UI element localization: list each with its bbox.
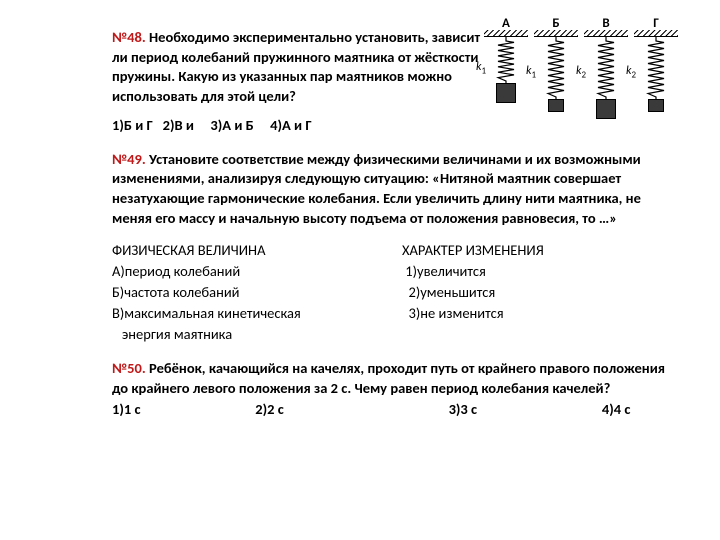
ceiling [534,30,578,37]
q49-block: №49. Установите соответствие между физич… [112,150,672,228]
q49-right-row: 1)увеличится [402,261,652,282]
pendulum-Б: Бk1 [534,30,578,112]
mass-block [496,83,516,103]
q49-right-row: 3)не изменится [402,303,652,324]
mass-block [548,99,564,112]
pendulum-label: Б [534,16,578,31]
q48-text: Необходимо экспериментально установить, … [112,28,480,105]
pendulum-В: Вk2 [584,30,628,119]
pendulum-label: А [484,16,528,31]
pendulum-Г: Гk2 [634,30,678,112]
q49-right-header: ХАРАКТЕР ИЗМЕНЕНИЯ [402,240,652,261]
page: №48. Необходимо экспериментально установ… [0,0,720,540]
q49-left-row: В)максимальная кинетическая [112,303,402,324]
ceiling [584,30,628,37]
spring-icon [496,37,516,83]
q50-options: 1)1 с 2)2 с 3)3 с 4)4 с [112,400,680,418]
q50-opt2: 2)2 с [255,400,445,418]
spring-icon [596,37,616,99]
q50-block: №50. Ребёнок, качающийся на качелях, про… [112,359,672,398]
q50-opt1: 1)1 с [112,400,252,418]
q49-right-row: 2)уменьшится [402,282,652,303]
q50-text: Ребёнок, качающийся на качелях, проходит… [112,359,665,397]
q49-left-row: А)период колебаний [112,261,402,282]
spring-icon [646,37,666,99]
q48-number: №48. [112,28,146,46]
q49-left-row: Б)частота колебаний [112,282,402,303]
q48-block: №48. Необходимо экспериментально установ… [112,28,487,106]
k-label: k2 [576,64,586,80]
q50-opt3: 3)3 с [449,400,599,418]
k-label: k2 [626,64,636,80]
q50-opt4: 4)4 с [602,400,631,418]
ceiling [484,30,528,37]
mass-block [596,99,616,119]
q49-left-row: энергия маятника [112,324,402,345]
pendulum-label: В [584,16,628,31]
q49-number: №49. [112,150,146,168]
k-label: k1 [526,64,536,80]
q49-left-col: ФИЗИЧЕСКАЯ ВЕЛИЧИНА А)период колебаний Б… [112,240,402,345]
ceiling [634,30,678,37]
mass-block [648,99,664,112]
k-label: k1 [476,60,486,76]
q50-number: №50. [112,359,146,377]
pendulum-А: Аk1 [484,30,528,103]
q49-left-header: ФИЗИЧЕСКАЯ ВЕЛИЧИНА [112,240,402,261]
q49-right-col: ХАРАКТЕР ИЗМЕНЕНИЯ 1)увеличится 2)уменьш… [402,240,652,345]
q49-text: Установите соответствие между физическим… [112,150,641,227]
spring-icon [546,37,566,99]
springs-diagram: Аk1Бk1Вk2Гk2 [480,16,680,146]
pendulum-label: Г [634,16,678,31]
q49-table: ФИЗИЧЕСКАЯ ВЕЛИЧИНА А)период колебаний Б… [112,240,680,345]
